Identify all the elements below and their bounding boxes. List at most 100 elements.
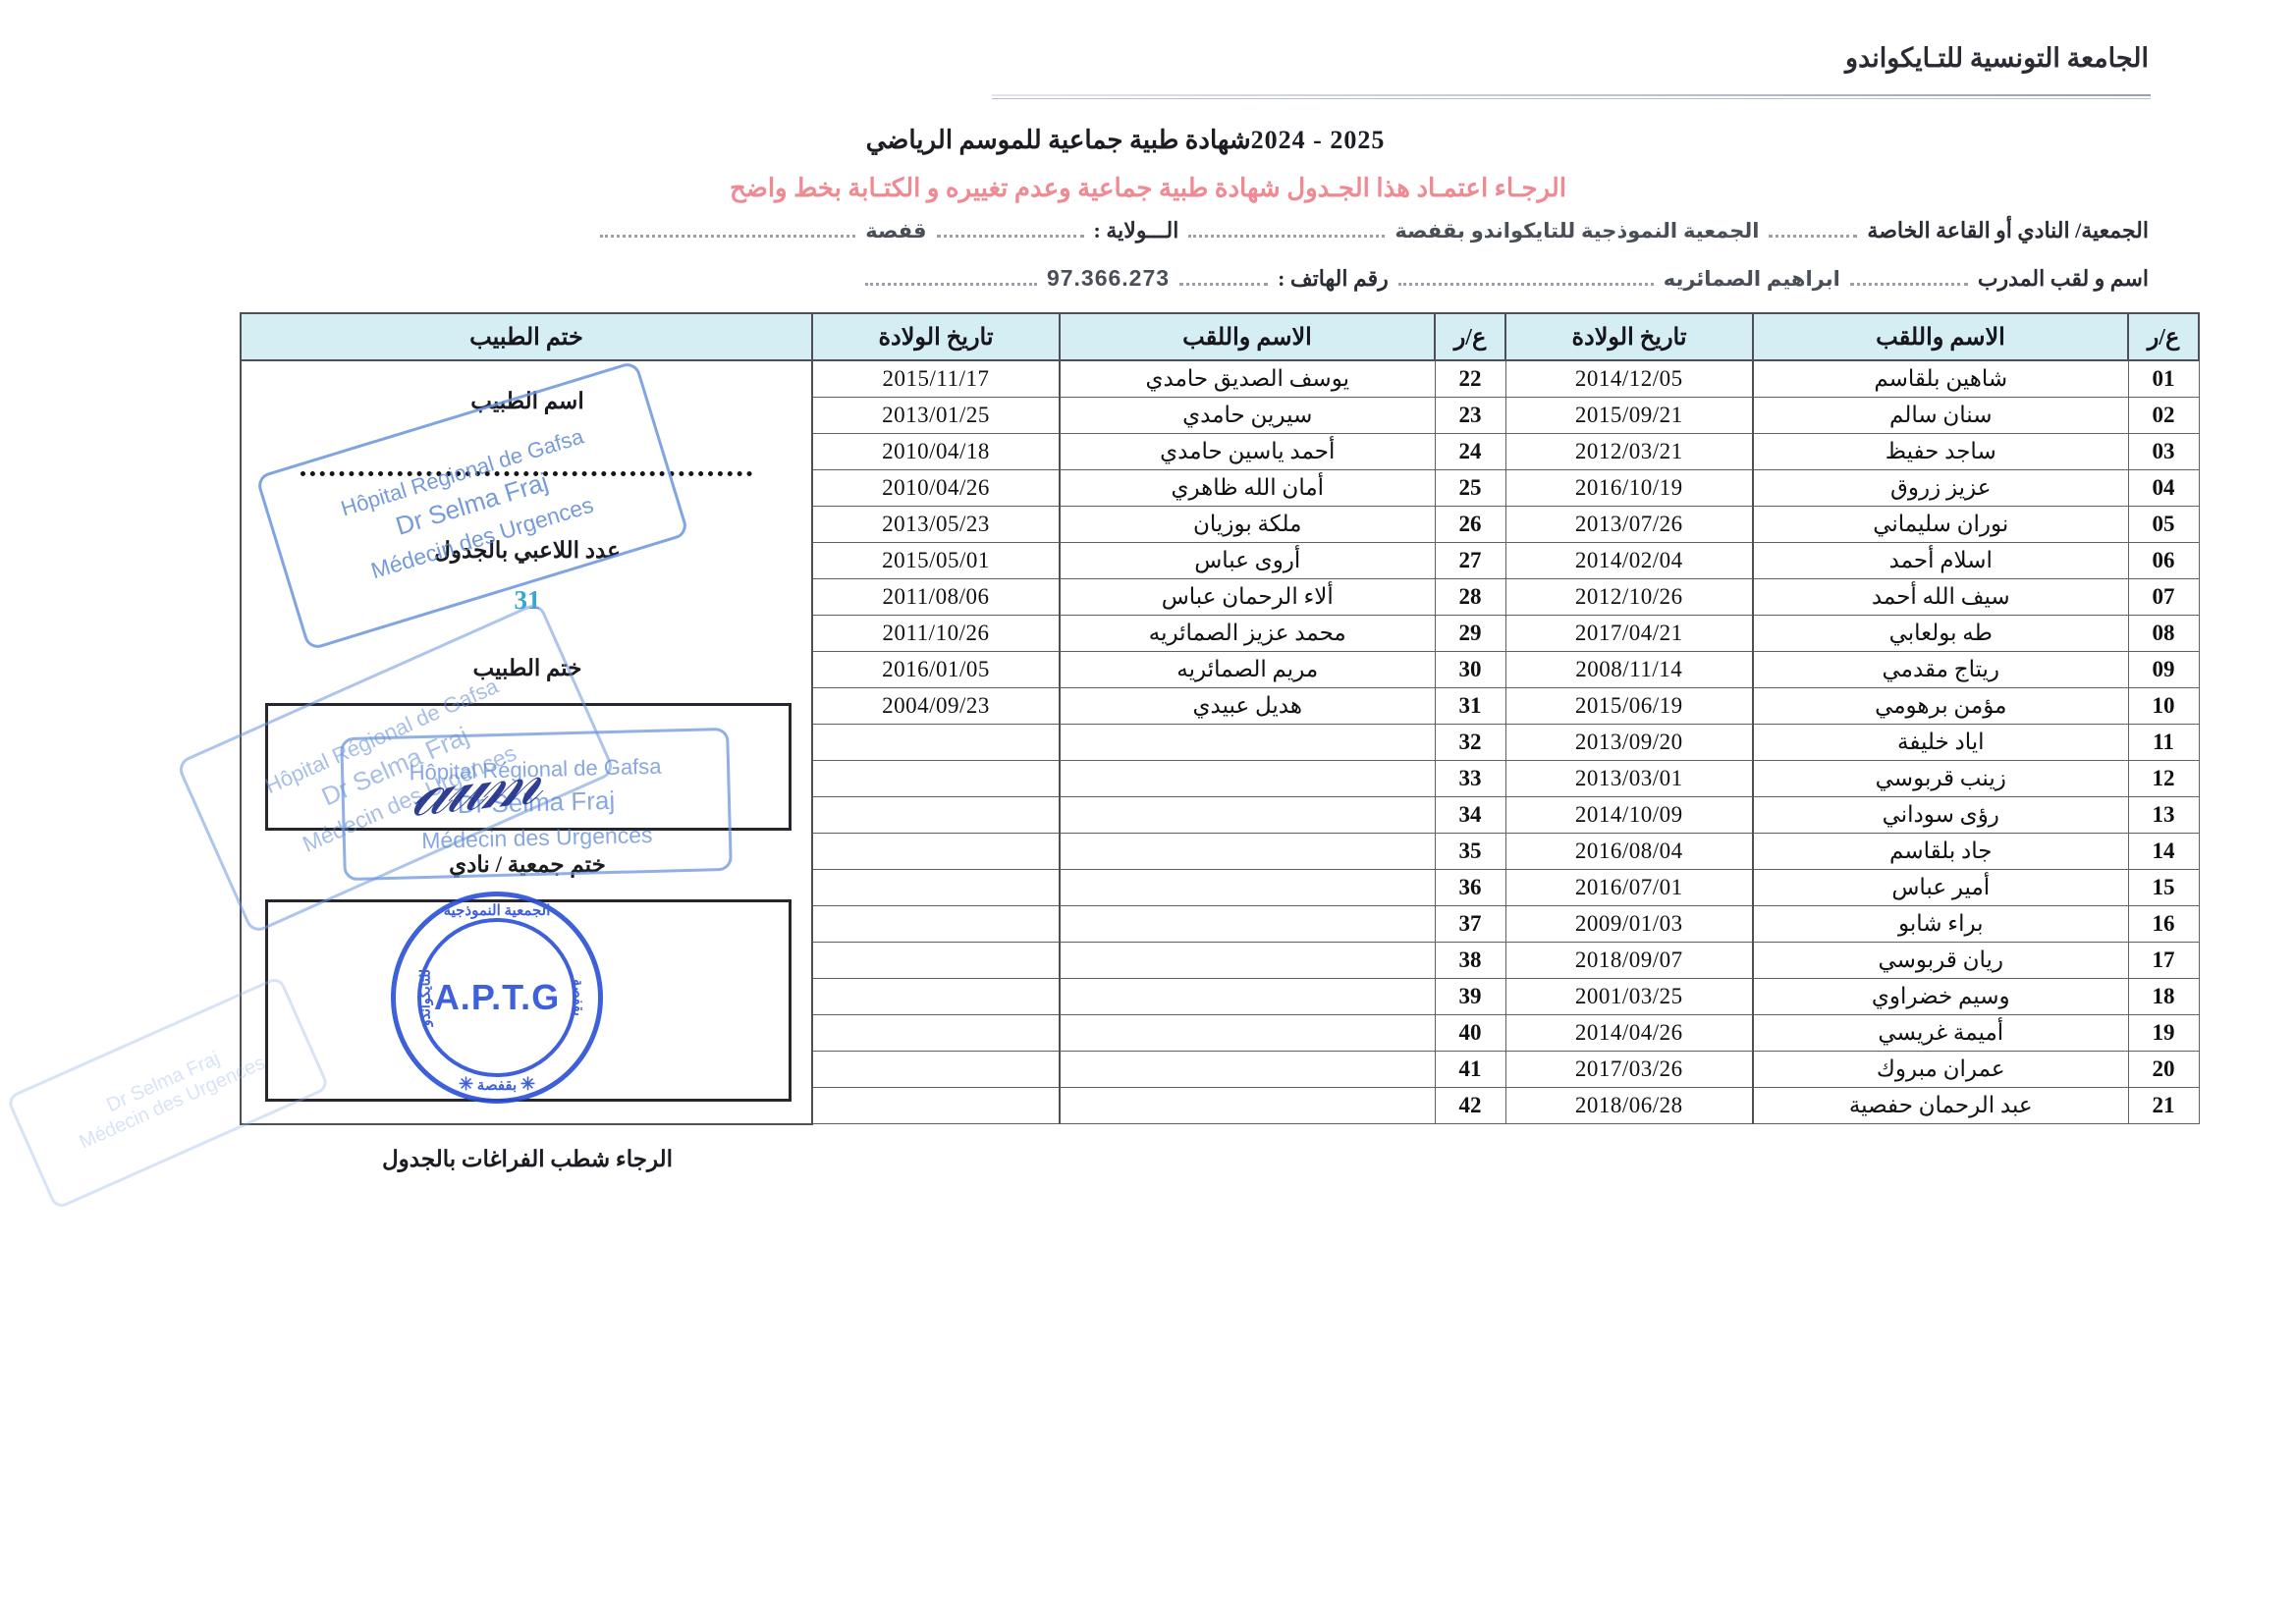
cell-num-right: 19 bbox=[2127, 1014, 2200, 1052]
table-row: 13 رؤى سوداني 2014/10/09 34 bbox=[241, 796, 2200, 834]
governorate-label: الـــولاية : bbox=[1093, 218, 1179, 243]
cell-num-left: 24 bbox=[1434, 433, 1506, 470]
cell-dob-left bbox=[811, 978, 1061, 1015]
cell-num-left: 30 bbox=[1434, 651, 1506, 688]
club-stamp-acronym: A.P.T.G bbox=[433, 977, 561, 1017]
cell-dob-right: 2012/10/26 bbox=[1504, 578, 1754, 616]
table-row: 14 جاد بلقاسم 2016/08/04 35 bbox=[241, 833, 2200, 870]
table-row: 02 سنان سالم 2015/09/21 23 سيرين حامدي 2013/0… bbox=[241, 397, 2200, 434]
cell-name-right: ساجد حفيظ bbox=[1752, 433, 2129, 470]
header-name-right: الاسم واللقب bbox=[1752, 312, 2129, 361]
cell-name-right: اسلام أحمد bbox=[1752, 542, 2129, 579]
cell-num-left: 22 bbox=[1434, 359, 1506, 398]
cell-num-left: 28 bbox=[1434, 578, 1506, 616]
table-row: 20 عمران مبروك 2017/03/26 41 bbox=[241, 1051, 2200, 1088]
table-row: 17 ريان قربوسي 2018/09/07 38 bbox=[241, 942, 2200, 979]
doctor-name-dotted-line bbox=[301, 471, 752, 476]
cell-dob-left bbox=[811, 796, 1061, 834]
cell-num-left: 29 bbox=[1434, 615, 1506, 652]
cell-name-left bbox=[1059, 1014, 1436, 1052]
cell-dob-right: 2017/04/21 bbox=[1504, 615, 1754, 652]
table-header-row: ع/ر الاسم واللقب تاريخ الولادة ع/ر الاسم… bbox=[240, 312, 2200, 361]
club-stamp-top-text: الجمعية النموذجية bbox=[443, 903, 551, 919]
cell-num-right: 08 bbox=[2127, 615, 2200, 652]
stamp-panel: اسم الطبيب عدد اللاعبي بالجدول 31 ختم ال… bbox=[175, 359, 811, 1171]
cell-num-left: 27 bbox=[1434, 542, 1506, 579]
cell-name-right: عزيز زروق bbox=[1752, 469, 2129, 507]
cell-num-right: 14 bbox=[2127, 833, 2200, 870]
cell-dob-left: 2013/05/23 bbox=[811, 506, 1061, 543]
cell-num-left: 42 bbox=[1434, 1087, 1506, 1124]
dots-club-b bbox=[1188, 234, 1386, 238]
cell-dob-right: 2018/09/07 bbox=[1504, 942, 1754, 979]
cell-num-left: 32 bbox=[1434, 724, 1506, 761]
dots-gov-a bbox=[936, 234, 1084, 238]
cell-dob-left: 2015/05/01 bbox=[811, 542, 1061, 579]
cell-num-right: 10 bbox=[2127, 687, 2200, 725]
cell-dob-left: 2011/10/26 bbox=[811, 615, 1061, 652]
header-num-left: ع/ر bbox=[1434, 312, 1506, 361]
cell-num-right: 20 bbox=[2127, 1051, 2200, 1088]
cell-num-right: 21 bbox=[2127, 1087, 2200, 1124]
federation-title: الجامعة التونسية للتـايكواندو bbox=[1845, 43, 2149, 73]
cell-dob-right: 2008/11/14 bbox=[1504, 651, 1754, 688]
header-dob-right: تاريخ الولادة bbox=[1504, 312, 1754, 361]
cell-name-left bbox=[1059, 869, 1436, 906]
player-count-label: عدد اللاعبي بالجدول bbox=[434, 538, 621, 563]
cell-dob-left bbox=[811, 942, 1061, 979]
table-row: 03 ساجد حفيظ 2012/03/21 24 أحمد ياسين حامدي 2… bbox=[241, 433, 2200, 470]
header-doctor-stamp: ختم الطبيب bbox=[240, 312, 813, 361]
cell-num-left: 41 bbox=[1434, 1051, 1506, 1088]
cell-dob-left bbox=[811, 724, 1061, 761]
player-count-value: 31 bbox=[514, 585, 541, 615]
cell-dob-left: 2013/01/25 bbox=[811, 397, 1061, 434]
club-stamp-bottom-text: ✳ بقفصة ✳ bbox=[458, 1074, 536, 1094]
cell-dob-right: 2018/06/28 bbox=[1504, 1087, 1754, 1124]
cell-name-left: يوسف الصديق حامدي bbox=[1059, 359, 1436, 398]
club-info-row: الجمعية/ النادي أو القاعة الخاصة الجمعية… bbox=[136, 218, 2149, 244]
cell-num-left: 31 bbox=[1434, 687, 1506, 725]
cell-name-right: نوران سليماني bbox=[1752, 506, 2129, 543]
cell-name-left: هديل عبيدي bbox=[1059, 687, 1436, 725]
table-row: 18 وسيم خضراوي 2001/03/25 39 bbox=[241, 978, 2200, 1015]
table-row: 12 زينب قربوسي 2013/03/01 33 bbox=[241, 760, 2200, 797]
cell-name-right: أمير عباس bbox=[1752, 869, 2129, 906]
dots-phone-b bbox=[864, 282, 1037, 286]
cell-num-right: 16 bbox=[2127, 905, 2200, 943]
cell-name-left: مريم الصمائريه bbox=[1059, 651, 1436, 688]
cell-dob-left bbox=[811, 905, 1061, 943]
cell-num-right: 09 bbox=[2127, 651, 2200, 688]
cell-num-right: 06 bbox=[2127, 542, 2200, 579]
table-row: 08 طه بولعابي 2017/04/21 29 محمد عزيز الصمائ… bbox=[241, 615, 2200, 652]
club-circular-stamp: الجمعية النموذجية للتايكواندو بقفصة ✳ بق… bbox=[391, 892, 603, 1104]
cell-num-right: 15 bbox=[2127, 869, 2200, 906]
table-row: 01 شاهين بلقاسم 2014/12/05 22 يوسف الصديق حا… bbox=[175, 359, 2200, 1171]
cell-name-left bbox=[1059, 978, 1436, 1015]
dots-coach-a bbox=[1849, 282, 1968, 286]
cell-dob-left: 2015/11/17 bbox=[811, 359, 1061, 398]
cell-dob-left bbox=[811, 833, 1061, 870]
cell-name-right: براء شابو bbox=[1752, 905, 2129, 943]
cell-name-left: أروى عباس bbox=[1059, 542, 1436, 579]
cell-dob-left: 2016/01/05 bbox=[811, 651, 1061, 688]
players-table: ع/ر الاسم واللقب تاريخ الولادة ع/ر الاسم… bbox=[175, 312, 2200, 1171]
cell-dob-right: 2001/03/25 bbox=[1504, 978, 1754, 1015]
coach-label: اسم و لقب المدرب bbox=[1977, 266, 2149, 291]
cell-num-right: 17 bbox=[2127, 942, 2200, 979]
cell-dob-right: 2013/09/20 bbox=[1504, 724, 1754, 761]
cell-dob-left bbox=[811, 760, 1061, 797]
cell-name-left: محمد عزيز الصمائريه bbox=[1059, 615, 1436, 652]
cell-dob-right: 2016/10/19 bbox=[1504, 469, 1754, 507]
document-title-text: شهادة طبية جماعية للموسم الرياضي bbox=[865, 126, 1251, 154]
cell-name-left: أمان الله ظاهري bbox=[1059, 469, 1436, 507]
cell-dob-right: 2015/06/19 bbox=[1504, 687, 1754, 725]
cell-num-right: 11 bbox=[2127, 724, 2200, 761]
cell-num-right: 07 bbox=[2127, 578, 2200, 616]
table-head: ع/ر الاسم واللقب تاريخ الولادة ع/ر الاسم… bbox=[240, 312, 2200, 361]
phone-label: رقم الهاتف : bbox=[1278, 266, 1389, 291]
cell-num-left: 26 bbox=[1434, 506, 1506, 543]
cell-num-right: 01 bbox=[2127, 359, 2200, 398]
dots-phone-a bbox=[1179, 282, 1269, 286]
cell-num-right: 18 bbox=[2127, 978, 2200, 1015]
table-row: 06 اسلام أحمد 2014/02/04 27 أروى عباس 2015/05… bbox=[241, 542, 2200, 579]
